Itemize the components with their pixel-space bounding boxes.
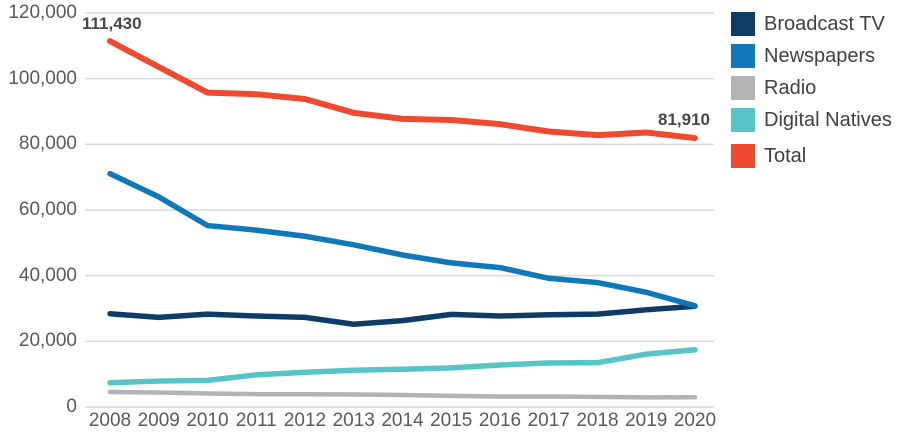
data-label-total-2008: 111,430 — [82, 14, 142, 33]
legend-swatch — [731, 76, 755, 100]
legend-swatch — [731, 12, 755, 36]
series-line-digital-natives — [107, 347, 698, 386]
y-axis-tick-label: 60,000 — [18, 199, 77, 220]
legend-item-total: Total — [731, 144, 892, 168]
legend-swatch — [731, 144, 755, 168]
legend-item-broadcast-tv: Broadcast TV — [731, 12, 892, 36]
legend-label: Newspapers — [764, 45, 876, 67]
legend-label: Radio — [764, 77, 817, 99]
x-axis-tick-label: 2016 — [478, 410, 522, 431]
x-axis-tick-label: 2012 — [283, 410, 327, 431]
x-axis-tick-label: 2013 — [332, 410, 375, 431]
legend-label: Broadcast TV — [764, 13, 885, 35]
legend: Broadcast TV Newspapers Radio Digital Na… — [731, 12, 892, 176]
legend-item-digital-natives: Digital Natives — [731, 108, 892, 132]
legend-item-newspapers: Newspapers — [731, 44, 892, 68]
series-line-total — [107, 38, 698, 142]
legend-label: Total — [764, 145, 807, 167]
x-axis-tick-label: 2008 — [88, 410, 132, 431]
y-axis-tick-label: 20,000 — [18, 330, 77, 352]
y-axis-tick-label: 120,000 — [8, 2, 77, 23]
x-axis-tick-label: 2015 — [430, 410, 473, 431]
y-axis-tick-label: 0 — [66, 396, 77, 417]
x-axis-tick-label: 2011 — [235, 410, 277, 431]
series-line-newspapers — [107, 170, 698, 309]
x-axis-tick-label: 2010 — [186, 410, 229, 431]
x-axis-tick-label: 2018 — [576, 410, 619, 431]
legend-label: Digital Natives — [764, 109, 892, 131]
x-axis-tick-label: 2009 — [137, 410, 180, 431]
x-axis-tick-label: 2019 — [625, 410, 668, 431]
x-axis-tick-label: 2020 — [673, 410, 717, 431]
y-axis-tick-label: 100,000 — [8, 67, 77, 89]
x-axis-tick-label: 2014 — [381, 410, 424, 431]
legend-swatch — [731, 44, 755, 68]
y-axis-tick-label: 40,000 — [18, 264, 77, 286]
legend-swatch — [731, 108, 755, 132]
data-label-total-2020: 81,910 — [658, 110, 710, 129]
legend-item-radio: Radio — [731, 76, 892, 100]
y-axis-tick-label: 80,000 — [18, 133, 77, 155]
series-line-radio — [107, 389, 698, 400]
x-axis-tick-label: 2017 — [527, 410, 570, 431]
series-line-broadcast-tv — [107, 303, 698, 328]
